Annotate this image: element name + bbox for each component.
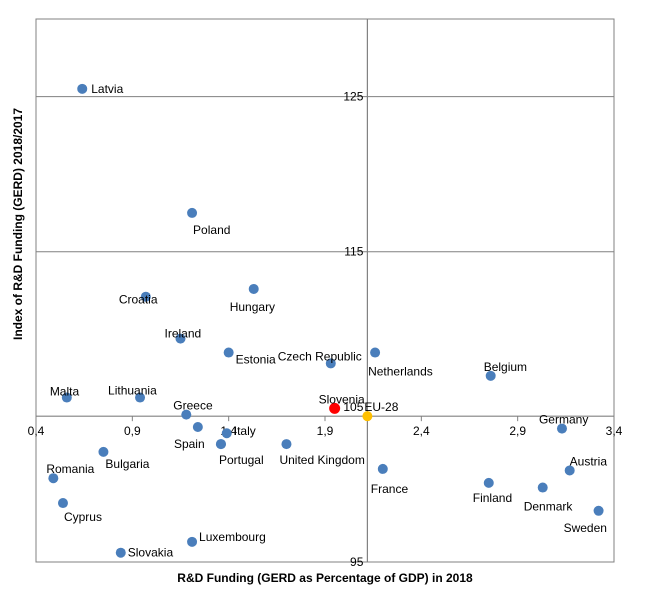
point-labels: Latvia Poland Croatia Hungary Ireland Estonia… [46, 82, 607, 560]
belgium-label: Belgium [484, 360, 527, 374]
x-tick-label: 2,9 [509, 424, 526, 438]
malta-label: Malta [50, 385, 80, 399]
italy-label: Italy [234, 424, 256, 438]
slovakia-label: Slovakia [128, 546, 174, 560]
france-label: France [371, 482, 409, 496]
poland-label: Poland [193, 223, 230, 237]
croatia-point [140, 291, 151, 302]
eu-28-label: EU-28 [364, 400, 398, 414]
x-tick-label: 2,4 [413, 424, 430, 438]
x-tick-label: 1,9 [317, 424, 334, 438]
austria-label: Austria [570, 454, 608, 468]
estonia-label: Estonia [236, 353, 276, 367]
x-tick-label: 0,4 [28, 424, 45, 438]
croatia-label: Croatia [119, 293, 158, 307]
czech-republic-point [325, 358, 336, 369]
austria-point [564, 465, 575, 476]
unlabeled-point [192, 422, 203, 433]
czech-republic-label: Czech Republic [278, 349, 362, 363]
romania-label: Romania [46, 462, 94, 476]
sweden-point [593, 505, 604, 516]
sweden-label: Sweden [564, 521, 607, 535]
malta-point [61, 392, 72, 403]
y-axis-title: Index of R&D Funding (GERD) 2018/2017 [11, 108, 25, 340]
gridlines [36, 96, 614, 253]
italy-point [221, 428, 232, 439]
netherlands-point [370, 347, 381, 358]
eu-28-point [362, 411, 373, 422]
bulgaria-label: Bulgaria [105, 457, 149, 471]
spain-label: Spain [174, 437, 205, 451]
lithuania-label: Lithuania [108, 384, 157, 398]
latvia-point [77, 83, 88, 94]
data-points [48, 83, 604, 558]
x-axis-ticks: 0,40,91,41,92,42,93,4 [28, 416, 623, 438]
x-axis-title: R&D Funding (GERD as Percentage of GDP) … [177, 571, 473, 585]
portugal-label: Portugal [219, 453, 264, 467]
belgium-point [485, 370, 496, 381]
y-tick-label: 115 [344, 245, 363, 259]
cyprus-label: Cyprus [64, 510, 102, 524]
germany-label: Germany [539, 413, 588, 427]
denmark-point [537, 482, 548, 493]
bulgaria-point [98, 446, 109, 457]
finland-point [483, 477, 494, 488]
denmark-label: Denmark [524, 500, 574, 514]
ireland-label: Ireland [165, 327, 202, 341]
slovakia-point [115, 547, 126, 558]
finland-label: Finland [473, 491, 512, 505]
lithuania-point [135, 392, 146, 403]
poland-point [187, 207, 198, 218]
hungary-point [248, 283, 259, 294]
slovenia-point [329, 402, 341, 414]
united-kingdom-label: United Kingdom [279, 453, 364, 467]
luxembourg-label: Luxembourg [199, 530, 266, 544]
x-tick-label: 0,9 [124, 424, 141, 438]
greece-label: Greece [173, 399, 213, 413]
latvia-label: Latvia [91, 82, 123, 96]
germany-point [556, 423, 567, 434]
luxembourg-point [187, 536, 198, 547]
estonia-point [223, 347, 234, 358]
y-tick-label: 95 [350, 555, 364, 569]
netherlands-label: Netherlands [368, 365, 433, 379]
ireland-point [175, 333, 186, 344]
hungary-label: Hungary [230, 300, 275, 314]
x-tick-label: 3,4 [606, 424, 623, 438]
romania-point [48, 473, 59, 484]
crosshair-lines [36, 19, 614, 562]
greece-point [181, 409, 192, 420]
united-kingdom-point [281, 439, 292, 450]
france-point [377, 463, 388, 474]
y-axis-ticks: 95 105 115 125 [343, 90, 363, 569]
slovenia-label: Slovenia [319, 392, 365, 406]
cyprus-point [57, 498, 68, 509]
portugal-point [215, 439, 226, 450]
plot-area-border [35, 18, 615, 563]
y-tick-label: 125 [343, 90, 363, 104]
y-tick-label: 105 [343, 400, 363, 414]
